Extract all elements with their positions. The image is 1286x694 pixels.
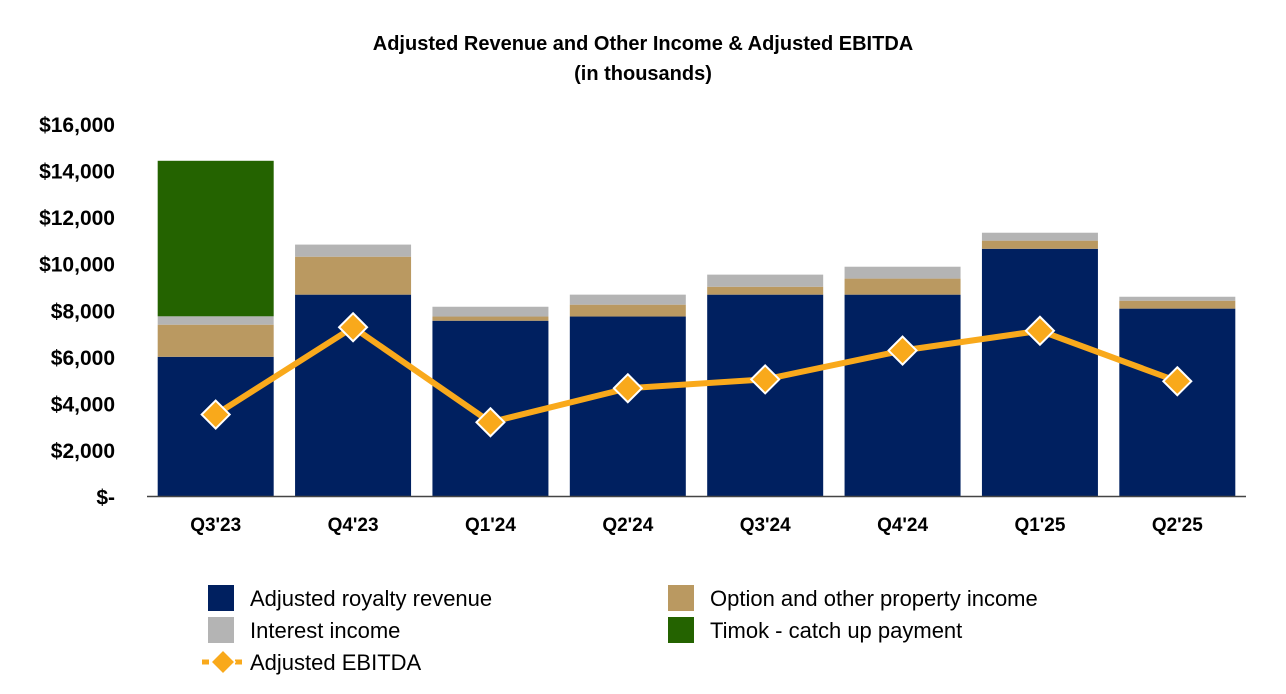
y-tick-label: $10,000: [39, 254, 115, 277]
bar-segment: [1119, 300, 1236, 309]
bar-segment: [295, 244, 412, 257]
bar-segment: [844, 266, 961, 279]
legend-label: Timok - catch up payment: [710, 618, 962, 643]
bar-segment: [707, 274, 824, 287]
bar-segment: [157, 316, 274, 325]
x-tick-label: Q1'25: [1014, 515, 1065, 536]
ebitda-point: [1024, 315, 1056, 347]
y-tick-label: $12,000: [39, 207, 115, 230]
x-tick-label: Q4'23: [328, 515, 379, 536]
bar-segment: [981, 240, 1098, 249]
legend-label: Adjusted royalty revenue: [250, 586, 492, 611]
chart-subtitle: (in thousands): [574, 63, 712, 85]
y-tick-label: $-: [96, 487, 115, 510]
legend-swatch: [668, 617, 694, 643]
bar-segment: [432, 306, 549, 317]
bar-segment: [1119, 308, 1236, 497]
ebitda-line: [214, 324, 1179, 426]
bar-segment: [157, 160, 274, 317]
y-tick-label: $8,000: [51, 300, 115, 323]
bar-segment: [569, 294, 686, 305]
bar-segment: [981, 248, 1098, 497]
bar-segment: [157, 324, 274, 357]
legend-swatch: [208, 617, 234, 643]
bar-segment: [569, 316, 686, 497]
x-tick-label: Q2'25: [1152, 515, 1203, 536]
legend-label: Option and other property income: [710, 586, 1038, 611]
x-tick-label: Q3'24: [740, 515, 791, 536]
ebitda-point: [200, 399, 232, 430]
x-tick-label: Q2'24: [602, 515, 653, 536]
legend-label: Adjusted EBITDA: [250, 650, 422, 675]
bar-segment: [844, 278, 961, 295]
bar-segment: [707, 294, 824, 497]
x-tick-label: Q3'23: [190, 515, 241, 536]
ebitda-point: [1161, 365, 1193, 397]
y-tick-label: $14,000: [39, 161, 115, 184]
ebitda-point: [337, 311, 369, 343]
ebitda-point: [887, 335, 918, 366]
legend-label: Interest income: [250, 618, 400, 643]
y-tick-label: $4,000: [51, 393, 115, 416]
ebitda-point: [749, 363, 781, 395]
ebitda-point: [475, 406, 506, 438]
bar-segment: [432, 316, 549, 321]
x-tick-label: Q4'24: [877, 515, 928, 536]
y-tick-label: $6,000: [51, 347, 115, 370]
legend-diamond-icon: [209, 648, 237, 676]
legend-swatch: [208, 585, 234, 611]
bar-segment: [707, 286, 824, 295]
bar-segment: [981, 232, 1098, 241]
bar-segment: [295, 256, 412, 295]
y-tick-label: $16,000: [39, 114, 115, 137]
bar-segment: [1119, 296, 1236, 301]
y-tick-label: $2,000: [51, 440, 115, 463]
x-tick-label: Q1'24: [465, 515, 516, 536]
bar-segment: [844, 294, 961, 497]
ebitda-point: [612, 372, 644, 404]
bar-segment: [569, 304, 686, 317]
chart-title: Adjusted Revenue and Other Income & Adju…: [373, 33, 913, 55]
legend-swatch: [668, 585, 694, 611]
